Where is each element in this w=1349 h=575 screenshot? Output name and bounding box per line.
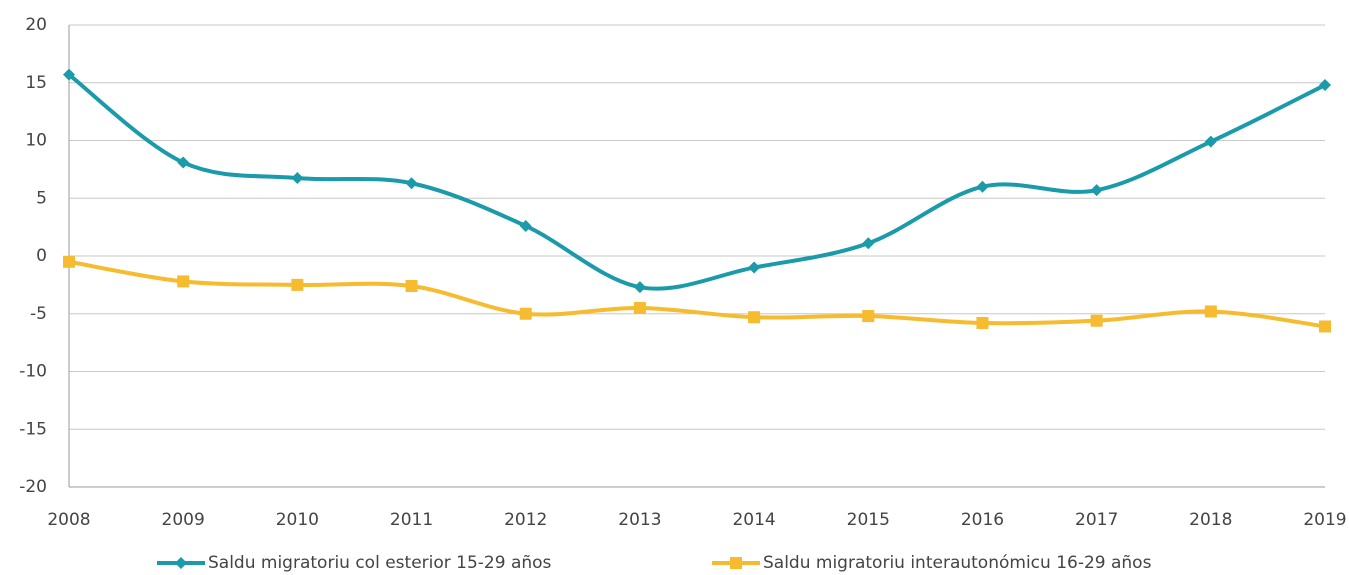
- y-tick-label: 20: [25, 15, 47, 35]
- y-tick-label: -10: [19, 362, 47, 382]
- data-point: [291, 278, 304, 291]
- legend-label: Saldu migratoriu interautonómicu 16-29 a…: [763, 553, 1152, 573]
- x-tick-label: 2012: [504, 510, 547, 530]
- legend-label: Saldu migratoriu col esterior 15-29 años: [208, 553, 552, 573]
- data-point: [177, 156, 190, 169]
- data-point: [291, 172, 304, 185]
- data-point: [976, 316, 989, 329]
- data-point: [177, 275, 190, 288]
- data-point: [1319, 79, 1331, 92]
- data-point: [63, 255, 75, 268]
- data-point: [633, 301, 646, 314]
- data-point: [862, 310, 875, 323]
- data-point: [1090, 314, 1103, 327]
- data-point: [633, 281, 646, 294]
- x-tick-label: 2013: [618, 510, 661, 530]
- x-tick-label: 2017: [1075, 510, 1118, 530]
- x-tick-label: 2008: [47, 510, 90, 530]
- y-tick-label: -5: [30, 304, 47, 324]
- data-point: [862, 237, 875, 250]
- legend-marker: [730, 557, 742, 569]
- data-point: [519, 219, 532, 232]
- x-tick-label: 2016: [961, 510, 1004, 530]
- data-point: [748, 311, 761, 324]
- x-tick-label: 2011: [390, 510, 433, 530]
- y-tick-label: 15: [25, 73, 47, 93]
- data-point: [63, 68, 75, 81]
- data-point: [748, 261, 761, 274]
- y-tick-label: 10: [25, 131, 47, 151]
- series-line: [67, 73, 1326, 291]
- legend-marker: [175, 557, 187, 569]
- y-tick-label: -15: [19, 419, 47, 439]
- series-line: [68, 259, 1326, 329]
- data-point: [1090, 184, 1103, 197]
- data-point: [405, 280, 418, 293]
- data-point: [1204, 305, 1217, 318]
- data-point: [405, 177, 418, 190]
- data-point: [1319, 320, 1331, 333]
- data-point: [519, 307, 532, 320]
- data-point: [976, 180, 989, 193]
- x-tick-label: 2010: [276, 510, 319, 530]
- y-tick-label: 0: [36, 246, 47, 266]
- y-tick-label: 5: [36, 188, 47, 208]
- x-tick-label: 2019: [1303, 510, 1346, 530]
- y-tick-label: -20: [19, 477, 47, 497]
- x-tick-label: 2015: [847, 510, 890, 530]
- x-tick-label: 2018: [1189, 510, 1232, 530]
- x-tick-label: 2009: [162, 510, 205, 530]
- x-tick-label: 2014: [732, 510, 775, 530]
- data-point: [1204, 135, 1217, 148]
